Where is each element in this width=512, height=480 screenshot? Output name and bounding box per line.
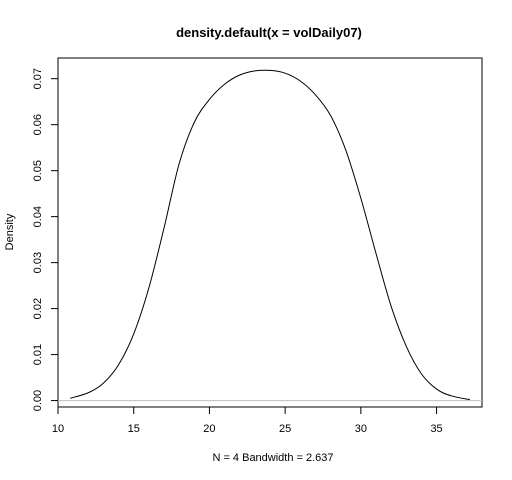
- y-tick-label: 0.01: [32, 344, 44, 365]
- x-tick-label: 30: [355, 423, 367, 435]
- y-tick-label: 0.05: [32, 160, 44, 181]
- x-tick-label: 20: [203, 423, 215, 435]
- x-tick-label: 15: [128, 423, 140, 435]
- y-tick-label: 0.04: [32, 206, 44, 227]
- plot-box: [57, 57, 483, 408]
- x-tick-label: 35: [430, 423, 442, 435]
- y-axis-label: Density: [4, 213, 16, 250]
- chart-title: density.default(x = volDaily07): [176, 25, 362, 40]
- density-curve: [69, 69, 470, 401]
- x-tick-label: 10: [52, 423, 64, 435]
- y-tick-label: 0.07: [32, 68, 44, 89]
- y-axis: 0.00 0.01 0.02 0.03 0.04 0.05 0.06 0.07: [32, 68, 59, 411]
- density-series-layer: [69, 69, 470, 401]
- y-tick-label: 0.00: [32, 390, 44, 411]
- y-tick-label: 0.06: [32, 114, 44, 135]
- x-tick-label: 25: [279, 423, 291, 435]
- y-tick-label: 0.03: [32, 252, 44, 273]
- x-axis-label: N = 4 Bandwidth = 2.637: [212, 452, 333, 464]
- y-tick-label: 0.02: [32, 298, 44, 319]
- x-axis: 10 15 20 25 30 35: [52, 406, 443, 435]
